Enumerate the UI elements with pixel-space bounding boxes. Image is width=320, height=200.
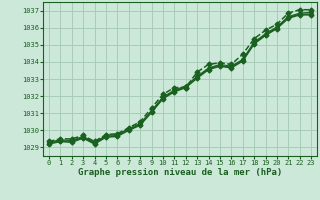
X-axis label: Graphe pression niveau de la mer (hPa): Graphe pression niveau de la mer (hPa) [78,168,282,177]
